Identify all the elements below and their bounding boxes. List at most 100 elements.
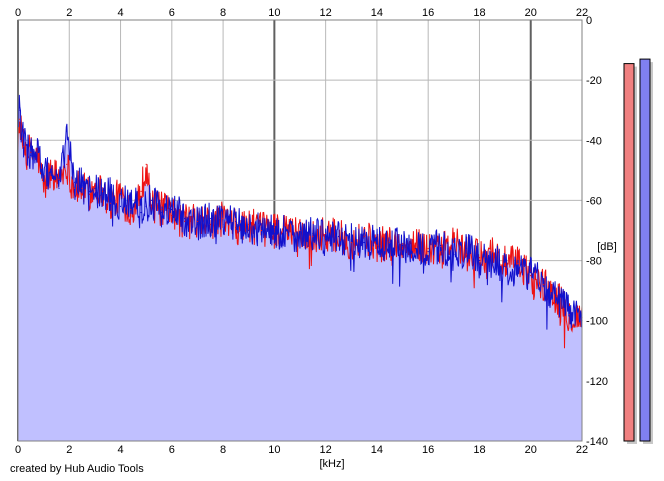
data-point — [414, 247, 416, 250]
data-point — [235, 220, 237, 223]
data-point — [440, 244, 442, 247]
data-point — [568, 308, 570, 310]
x-tick-label-bottom: 0 — [15, 444, 21, 456]
data-point — [89, 190, 91, 192]
data-point — [260, 229, 263, 232]
data-point — [209, 223, 211, 226]
data-point — [73, 181, 75, 183]
x-tick-label-bottom: 14 — [371, 444, 383, 456]
data-point — [140, 190, 142, 192]
data-point — [555, 296, 558, 298]
data-point — [50, 169, 52, 171]
data-point — [145, 205, 147, 207]
data-point — [58, 178, 60, 180]
y-tick-label: -80 — [586, 256, 602, 268]
data-point — [273, 232, 275, 235]
data-point — [37, 151, 40, 153]
data-point — [286, 232, 288, 235]
data-point — [325, 232, 327, 235]
data-point — [337, 235, 340, 238]
data-point — [102, 196, 104, 198]
spectrum-area — [18, 94, 582, 442]
data-point — [376, 244, 378, 247]
data-point — [491, 251, 493, 253]
x-tick-label-bottom: 12 — [320, 444, 332, 456]
data-point — [466, 247, 468, 250]
data-point — [299, 229, 301, 232]
data-point — [299, 235, 301, 238]
plot-border — [17, 19, 583, 442]
data-point — [248, 229, 250, 232]
data-point — [171, 208, 173, 211]
data-point — [119, 193, 122, 195]
x-tick-label-top: 14 — [371, 7, 383, 19]
x-tick-label-top: 2 — [66, 7, 72, 19]
x-tick-label-bottom: 8 — [220, 444, 226, 456]
data-point — [325, 238, 327, 241]
data-point — [222, 223, 224, 226]
data-point — [43, 187, 45, 189]
data-point — [427, 251, 429, 253]
data-point — [504, 263, 506, 265]
y-tick-label: -100 — [586, 316, 608, 328]
data-point — [453, 241, 455, 244]
y-tick-label: 0 — [586, 15, 592, 27]
x-tick-label-top: 0 — [15, 7, 21, 19]
x-tick-label-top: 18 — [473, 7, 485, 19]
data-point — [273, 226, 275, 229]
series-line-blue — [17, 94, 583, 330]
y-tick-label: -40 — [586, 135, 602, 147]
data-point — [109, 193, 111, 195]
data-point — [196, 220, 199, 223]
y-tick-label: -120 — [586, 376, 608, 388]
data-point — [312, 235, 314, 238]
data-point — [440, 251, 442, 253]
spectrum-fill — [18, 94, 582, 442]
data-point — [312, 232, 314, 235]
data-point — [119, 205, 122, 207]
data-point — [350, 241, 352, 244]
data-point — [248, 223, 250, 226]
y-tick-label: -20 — [586, 75, 602, 87]
data-point — [94, 184, 96, 186]
data-point — [414, 244, 416, 247]
x-tick-label-top: 6 — [169, 7, 175, 19]
data-point — [478, 260, 481, 262]
data-point — [150, 205, 152, 207]
data-point — [66, 163, 68, 165]
x-tick-label-top: 10 — [268, 7, 280, 19]
data-point — [453, 254, 455, 256]
data-point — [196, 223, 199, 226]
data-point — [517, 269, 519, 271]
data-point — [145, 163, 147, 165]
data-point — [286, 229, 288, 232]
level-meter-bar — [623, 63, 635, 442]
data-point — [401, 244, 404, 247]
y-axis-ticks: 0 -20 -40 -60 -80 -100 -120 -140 — [586, 15, 608, 448]
x-tick-label-bottom: 2 — [66, 444, 72, 456]
data-point — [568, 314, 570, 316]
data-point — [478, 257, 481, 259]
x-tick-label-top: 16 — [422, 7, 434, 19]
data-point — [30, 151, 32, 153]
data-point — [161, 208, 163, 211]
x-tick-label-top: 8 — [220, 7, 226, 19]
data-point — [89, 193, 91, 195]
data-point — [30, 154, 32, 156]
level-meter-bar — [639, 58, 651, 442]
data-point — [184, 220, 186, 223]
x-tick-label-bottom: 10 — [268, 444, 280, 456]
x-tick-label-bottom: 22 — [576, 444, 588, 456]
x-tick-label-top: 20 — [525, 7, 537, 19]
data-point — [517, 263, 519, 265]
data-point — [22, 145, 24, 147]
x-tick-label-bottom: 18 — [473, 444, 485, 456]
data-point — [530, 275, 532, 277]
y-tick-label: -140 — [586, 436, 608, 448]
data-point — [109, 202, 111, 204]
data-point — [140, 211, 142, 214]
x-tick-label-bottom: 4 — [117, 444, 123, 456]
y-tick-label: -60 — [586, 195, 602, 207]
data-point — [66, 130, 68, 132]
